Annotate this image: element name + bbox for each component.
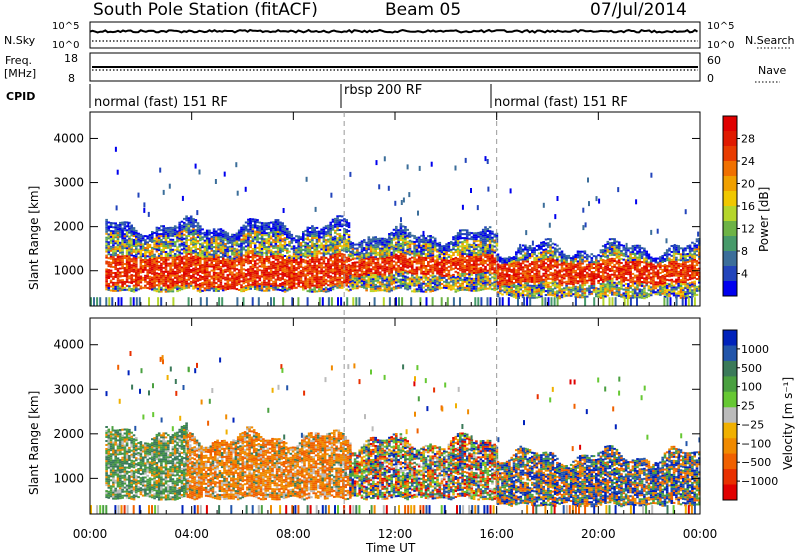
x-axis-label: Time UT bbox=[365, 541, 416, 554]
colorbar-cell bbox=[723, 266, 737, 282]
noise-right-tick-bottom: 10^0 bbox=[707, 40, 734, 51]
colorbar-tick-label: 500 bbox=[741, 362, 762, 375]
y-tick-label: 4000 bbox=[53, 338, 84, 352]
x-tick-label: 04:00 bbox=[174, 527, 209, 541]
date-label: 07/Jul/2014 bbox=[590, 0, 687, 20]
noise-right-tick-top: 10^5 bbox=[707, 21, 734, 32]
colorbar-tick-label: −25 bbox=[741, 418, 764, 431]
noise-left-tick-top: 10^5 bbox=[52, 21, 79, 32]
x-tick-label: 12:00 bbox=[378, 527, 413, 541]
colorbar-cell bbox=[723, 407, 737, 424]
colorbar-tick-label: 8 bbox=[741, 245, 748, 258]
cpid-row: CPID normal (fast) 151 RF rbsp 200 RF no… bbox=[6, 83, 628, 110]
power-panel: 1000 2000 3000 4000 Slant Range [km] 4 8 12 16… bbox=[27, 111, 771, 307]
x-tick-label: 08:00 bbox=[276, 527, 311, 541]
colorbar-cell bbox=[723, 281, 737, 297]
cpid-label: CPID bbox=[6, 90, 35, 103]
noise-left-label: N.Sky bbox=[4, 34, 36, 47]
velocity-colorbar: 1000 500 100 25 −25 −100 −500 −1000 bbox=[722, 329, 778, 501]
colorbar-cell bbox=[723, 116, 737, 132]
colorbar-tick-label: 100 bbox=[741, 381, 762, 394]
colorbar-cell bbox=[723, 330, 737, 346]
x-tick-label: 16:00 bbox=[479, 527, 514, 541]
colorbar-tick-label: 20 bbox=[741, 178, 755, 191]
colorbar-cell bbox=[723, 376, 737, 393]
y-tick-label: 3000 bbox=[53, 176, 84, 190]
cpid-segment: rbsp 200 RF bbox=[344, 83, 422, 98]
cpid-segment: normal (fast) 151 RF bbox=[94, 95, 228, 110]
colorbar-cell bbox=[723, 345, 737, 362]
colorbar-cell bbox=[723, 360, 737, 377]
noise-panel: N.Sky 10^5 10^0 10^5 10^0 N.Search bbox=[4, 21, 795, 51]
y-tick-label: 3000 bbox=[53, 382, 84, 396]
colorbar-tick-label: 1000 bbox=[741, 343, 769, 356]
y-tick-label: 4000 bbox=[53, 131, 84, 145]
colorbar-cell bbox=[723, 206, 737, 222]
beam-label: Beam 05 bbox=[385, 0, 461, 20]
colorbar-tick-label: 24 bbox=[741, 155, 755, 168]
nave-tick-bottom: 0 bbox=[707, 72, 714, 85]
y-tick-label: 1000 bbox=[53, 264, 84, 278]
colorbar-cell bbox=[723, 484, 737, 501]
noise-sky-trace bbox=[89, 28, 698, 34]
colorbar-cell bbox=[723, 453, 737, 470]
colorbar-tick-label: 4 bbox=[741, 268, 748, 281]
colorbar-cell bbox=[723, 146, 737, 162]
colorbar-tick-label: 25 bbox=[741, 400, 755, 413]
velocity-panel: 1000 2000 3000 4000 Slant Range [km] 1000 50… bbox=[27, 317, 795, 515]
velocity-ylabel: Slant Range [km] bbox=[27, 391, 41, 495]
x-tick-label: 00:00 bbox=[683, 527, 718, 541]
power-colorbar: 4 8 12 16 20 24 28 bbox=[722, 115, 755, 297]
noise-left-tick-bottom: 10^0 bbox=[52, 40, 79, 51]
noise-right-label: N.Search bbox=[745, 34, 795, 47]
colorbar-cell bbox=[723, 161, 737, 177]
freq-label-line2: [MHz] bbox=[4, 67, 36, 80]
x-tick-label: 00:00 bbox=[73, 527, 108, 541]
colorbar-tick-label: −1000 bbox=[741, 475, 778, 488]
y-tick-label: 2000 bbox=[53, 220, 84, 234]
y-tick-label: 2000 bbox=[53, 427, 84, 441]
colorbar-tick-label: −100 bbox=[741, 437, 771, 450]
power-ylabel: Slant Range [km] bbox=[27, 186, 41, 290]
colorbar-cell bbox=[723, 422, 737, 439]
frequency-panel: Freq. [MHz] 18 8 60 0 Nave bbox=[4, 52, 786, 85]
colorbar-tick-label: 28 bbox=[741, 133, 755, 146]
colorbar-cell bbox=[723, 438, 737, 455]
freq-tick-top: 18 bbox=[64, 52, 78, 65]
colorbar-cell bbox=[723, 251, 737, 267]
colorbar-tick-label: 12 bbox=[741, 223, 755, 236]
colorbar-tick-label: −500 bbox=[741, 456, 771, 469]
velocity-colorbar-label: Velocity [m s⁻¹] bbox=[781, 377, 795, 470]
power-echo-cells bbox=[90, 146, 701, 306]
cpid-segment: normal (fast) 151 RF bbox=[494, 95, 628, 110]
colorbar-cell bbox=[723, 131, 737, 147]
velocity-echo-cells bbox=[90, 351, 701, 514]
colorbar-tick-label: 16 bbox=[741, 200, 755, 213]
colorbar-cell bbox=[723, 391, 737, 408]
colorbar-cell bbox=[723, 221, 737, 237]
nave-label: Nave bbox=[758, 64, 786, 77]
colorbar-cell bbox=[723, 236, 737, 252]
freq-tick-bottom: 8 bbox=[68, 72, 75, 85]
x-tick-label: 20:00 bbox=[581, 527, 616, 541]
y-tick-label: 1000 bbox=[53, 471, 84, 485]
power-colorbar-label: Power [dB] bbox=[757, 187, 771, 252]
plot-title: South Pole Station (fitACF) bbox=[93, 0, 318, 20]
nave-tick-top: 60 bbox=[707, 54, 721, 67]
freq-label-line1: Freq. bbox=[5, 54, 32, 67]
colorbar-cell bbox=[723, 191, 737, 207]
colorbar-cell bbox=[723, 469, 737, 486]
colorbar-cell bbox=[723, 176, 737, 192]
